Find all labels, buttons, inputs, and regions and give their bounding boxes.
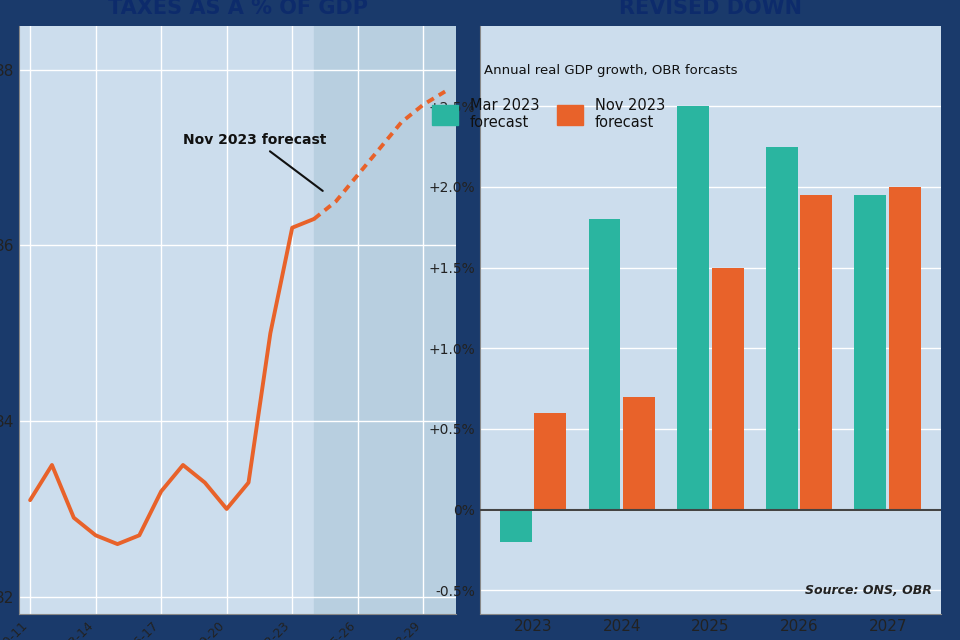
- Bar: [623, 397, 655, 509]
- Text: Nov 2023 forecast: Nov 2023 forecast: [183, 133, 326, 191]
- Bar: [314, 26, 456, 614]
- Bar: [889, 187, 921, 509]
- Legend: Mar 2023
forecast, Nov 2023
forecast: Mar 2023 forecast, Nov 2023 forecast: [432, 98, 665, 130]
- Bar: [766, 147, 798, 509]
- Bar: [588, 219, 620, 509]
- Text: Source: ONS, OBR: Source: ONS, OBR: [804, 584, 931, 596]
- Text: Annual real GDP growth, OBR forcasts: Annual real GDP growth, OBR forcasts: [485, 64, 738, 77]
- Bar: [500, 509, 532, 542]
- Bar: [801, 195, 832, 509]
- Title: UK ECONOMIC GROWTH
REVISED DOWN: UK ECONOMIC GROWTH REVISED DOWN: [571, 0, 850, 19]
- Title: TAXES AS A % OF GDP: TAXES AS A % OF GDP: [108, 0, 368, 19]
- Bar: [711, 268, 744, 509]
- Bar: [535, 413, 566, 509]
- Bar: [677, 106, 709, 509]
- Bar: [854, 195, 886, 509]
